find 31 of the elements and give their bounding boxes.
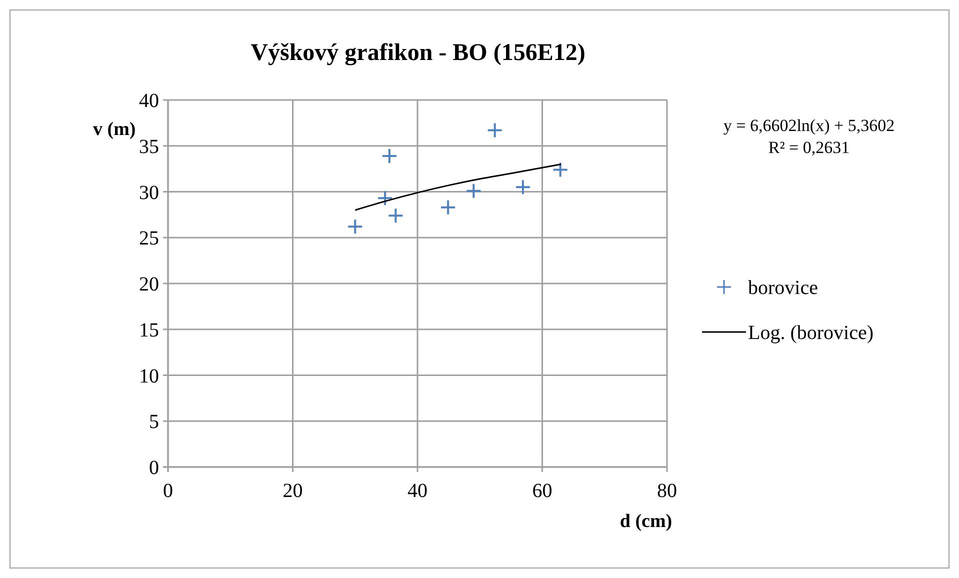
y-axis-title: v (m) bbox=[93, 119, 136, 140]
legend-label: borovice bbox=[748, 277, 818, 299]
y-tick-label: 35 bbox=[139, 136, 159, 158]
y-tick-label: 40 bbox=[139, 90, 159, 112]
chart-title: Výškový grafikon - BO (156E12) bbox=[250, 40, 586, 66]
x-tick-label: 80 bbox=[657, 480, 677, 502]
legend-label: Log. (borovice) bbox=[748, 322, 874, 344]
x-tick-label: 0 bbox=[163, 480, 173, 502]
y-tick-label: 30 bbox=[139, 182, 159, 204]
y-tick-label: 0 bbox=[149, 457, 159, 479]
point bbox=[440, 199, 456, 216]
y-tick-label: 25 bbox=[139, 228, 159, 250]
x-tick-label: 20 bbox=[282, 480, 303, 502]
point bbox=[377, 190, 394, 206]
text: y = 6,6602ln(x) + 5,3602 bbox=[723, 116, 895, 135]
line-series bbox=[354, 163, 562, 211]
point bbox=[381, 148, 398, 164]
point bbox=[486, 122, 503, 138]
x-tick-label: 60 bbox=[532, 480, 552, 502]
y-tick-label: 15 bbox=[139, 319, 159, 342]
y-tick-label: 20 bbox=[139, 274, 159, 296]
y-tick-label: 10 bbox=[139, 365, 159, 388]
x-tick-label: 40 bbox=[408, 480, 428, 502]
point bbox=[388, 208, 404, 224]
text: R² = 0,2631 bbox=[768, 138, 850, 157]
x-axis-title: d (cm) bbox=[620, 511, 672, 532]
point bbox=[552, 162, 568, 178]
point bbox=[466, 182, 482, 199]
point bbox=[347, 218, 364, 235]
point bbox=[514, 179, 531, 196]
y-tick-label: 5 bbox=[149, 411, 159, 434]
